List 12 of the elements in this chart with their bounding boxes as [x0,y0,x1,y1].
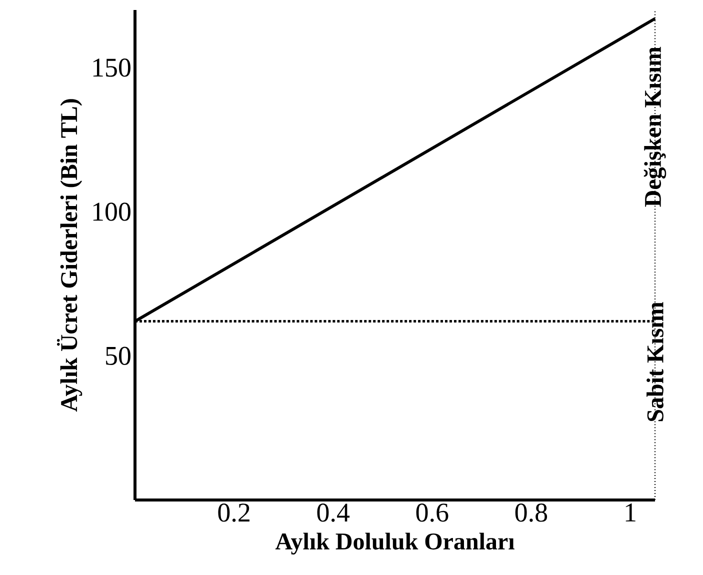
annotation: Sabit Kısım [646,302,664,422]
annotation: Değişken Kısım [644,46,666,207]
y-axis-title: Aylık Ücret Giderleri (Bin TL) [56,99,82,412]
x-tick-label: 0.2 [218,504,250,522]
x-axis-title: Aylık Doluluk Oranları [275,532,514,555]
y-tick-label: 150 [93,58,130,77]
x-tick-label: 0.4 [317,504,350,522]
x-tick-label: 0.8 [515,504,548,522]
x-tick-label: 0.6 [416,504,448,522]
y-tick-label: 100 [93,202,130,221]
y-tick-label: 50 [106,346,130,365]
x-tick-label: 1 [626,504,636,522]
